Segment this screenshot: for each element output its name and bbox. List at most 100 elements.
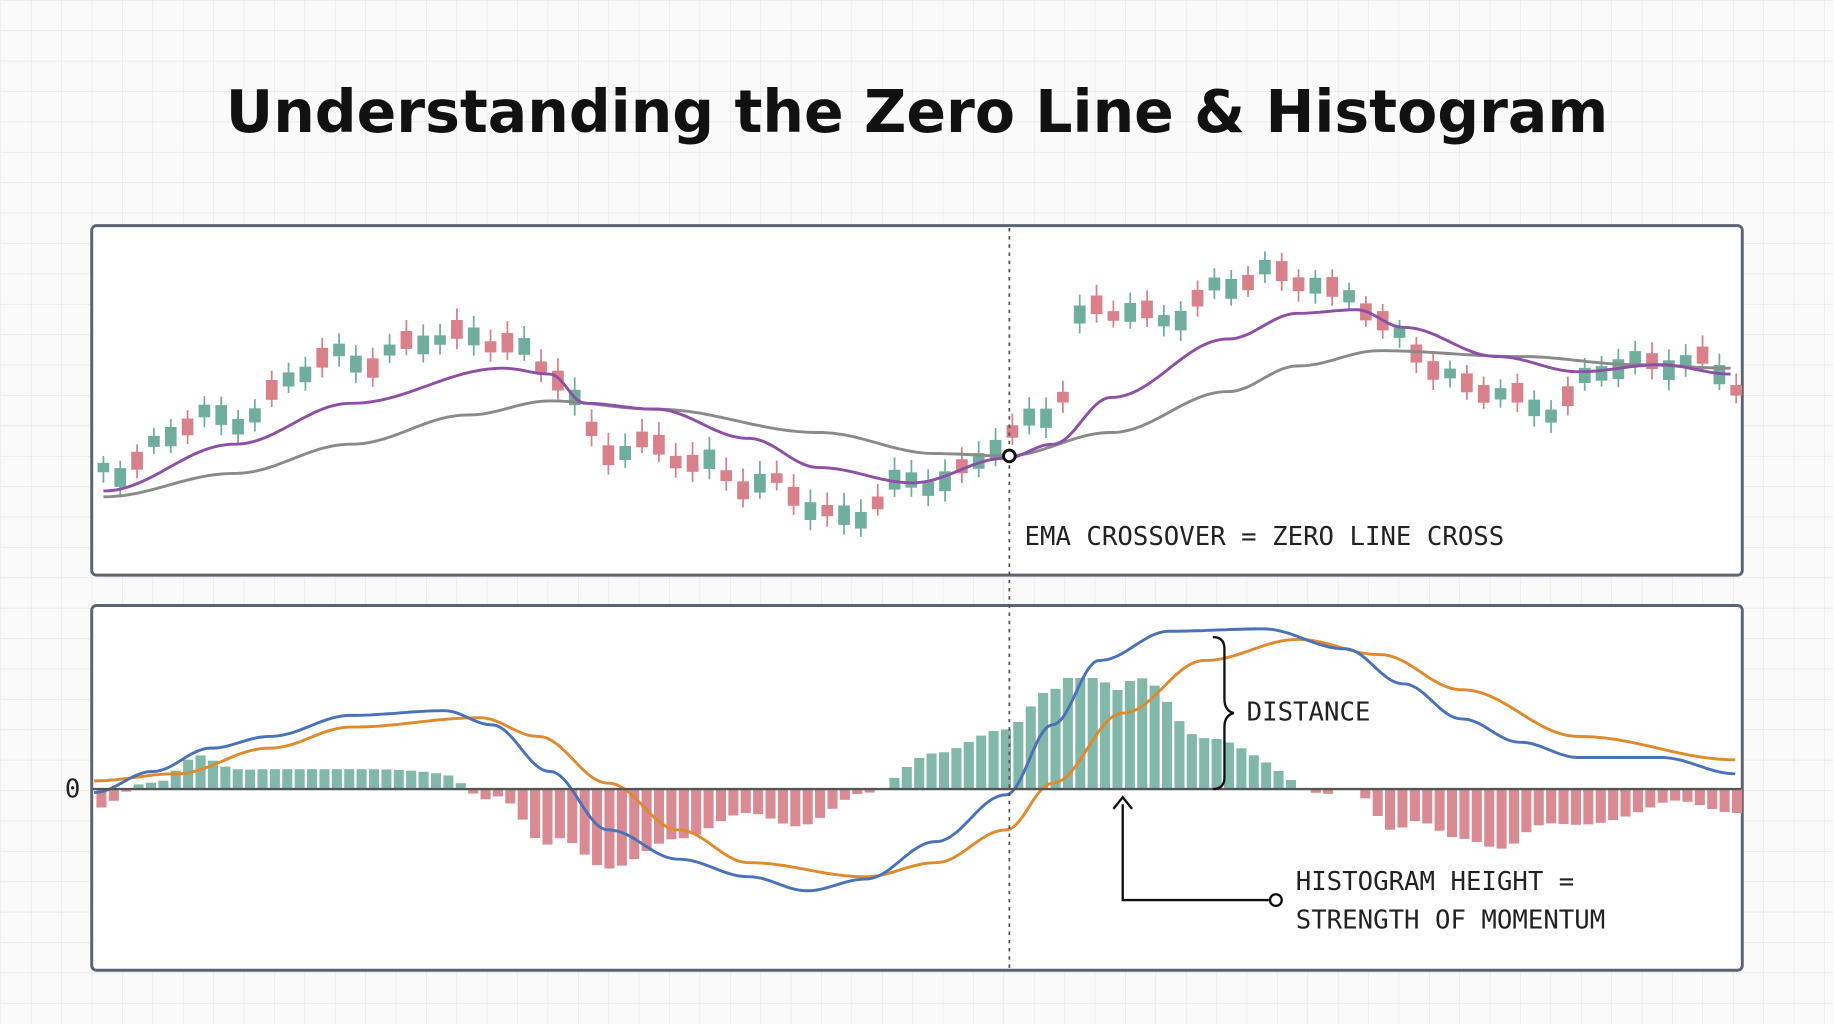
candle-body — [1696, 346, 1709, 364]
histogram-bar — [678, 789, 689, 839]
zero-label: 0 — [65, 775, 80, 805]
histogram-bar — [443, 775, 454, 790]
histogram-bar — [641, 789, 652, 851]
candle-body — [1629, 351, 1642, 365]
title: Understanding the Zero Line & Histogram — [226, 78, 1609, 146]
histogram-bar — [455, 783, 466, 790]
candle-body — [265, 379, 278, 400]
histogram-bar — [666, 789, 677, 840]
candle-body — [871, 496, 884, 510]
crossover-point — [1002, 448, 1017, 464]
histogram-bar — [1397, 789, 1408, 828]
histogram-bar — [1657, 789, 1668, 803]
histogram-bar — [406, 770, 417, 790]
arrow-head — [1112, 795, 1133, 810]
candle-body — [1427, 361, 1440, 380]
histogram-label: STRENGTH OF MOMENTUM — [1296, 906, 1606, 936]
histogram-bar — [1719, 789, 1730, 812]
histogram-bar — [864, 789, 875, 793]
histogram-bar — [1447, 789, 1458, 838]
histogram-bar — [1372, 789, 1383, 816]
candle-body — [333, 343, 345, 357]
price-panel — [90, 224, 1744, 577]
candle-body — [198, 404, 211, 418]
candle-body — [1562, 386, 1574, 407]
histogram-bar — [1707, 789, 1718, 809]
candle-body — [1174, 310, 1187, 331]
histogram-bar — [976, 735, 987, 790]
candle-body — [484, 341, 497, 353]
histogram-bar — [1731, 789, 1743, 813]
candle-body — [1326, 277, 1339, 297]
candle-body — [1309, 277, 1322, 294]
distance-label: DISTANCE — [1247, 698, 1371, 728]
histogram-bar — [1100, 682, 1111, 790]
macd-chart — [93, 627, 1743, 893]
histogram-bar — [1038, 692, 1049, 790]
candle-body — [770, 473, 783, 483]
histogram-bar — [294, 769, 305, 790]
candle-body — [1461, 373, 1473, 393]
candle-body — [383, 344, 396, 356]
histogram-bar — [988, 730, 999, 790]
histogram-bar — [170, 770, 181, 790]
histogram-bar — [1694, 789, 1705, 806]
candle-body — [164, 426, 177, 447]
histogram-pointer — [1121, 804, 1269, 902]
candle-body — [585, 421, 598, 437]
histogram-bar — [1508, 789, 1520, 844]
histogram-bar — [1608, 789, 1619, 821]
histogram-bar — [269, 769, 280, 790]
candle-body — [1646, 353, 1658, 370]
histogram-bar — [1521, 789, 1532, 833]
histogram-bar — [492, 789, 503, 797]
histogram-bar — [517, 789, 528, 820]
histogram-bar — [1174, 721, 1185, 790]
histogram-bar — [468, 789, 479, 794]
histogram-bar — [715, 789, 726, 822]
candle-body — [417, 335, 430, 355]
candle-body — [1545, 409, 1557, 423]
histogram-bar — [914, 757, 925, 790]
histogram-bar — [938, 752, 950, 790]
candle-body — [1275, 261, 1288, 282]
candle-body — [400, 331, 413, 349]
candle-body — [686, 454, 699, 472]
candle-body — [1225, 278, 1238, 299]
candle-body — [922, 481, 935, 496]
candle-body — [232, 418, 244, 435]
histogram-bar — [616, 789, 627, 866]
pointer-dot — [1268, 893, 1283, 908]
histogram-bar — [307, 769, 318, 790]
histogram-bar — [653, 789, 665, 844]
histogram-bar — [1236, 748, 1247, 790]
candle-body — [350, 355, 362, 373]
histogram-bar — [815, 789, 826, 818]
candle-body — [1730, 385, 1743, 396]
candle-body — [653, 434, 665, 455]
histogram-bar — [121, 789, 132, 792]
candle-body — [467, 327, 480, 346]
histogram-bar — [889, 777, 900, 790]
histogram-bar — [480, 789, 491, 800]
histogram-bar — [1112, 690, 1123, 790]
candle-body — [1023, 408, 1036, 426]
candle-body — [1595, 366, 1608, 381]
histogram-bar — [1533, 789, 1544, 826]
candle-body — [1410, 344, 1423, 363]
candle-body — [1090, 295, 1103, 315]
histogram-bar — [319, 769, 330, 790]
distance-brace — [1212, 635, 1235, 791]
candle-body — [1040, 408, 1052, 428]
histogram-bar — [1360, 789, 1371, 799]
histogram-bar — [1050, 688, 1061, 790]
histogram-bar — [728, 789, 739, 816]
candle-body — [131, 451, 143, 470]
histogram-bar — [183, 759, 194, 790]
candle-body — [181, 418, 194, 436]
candle-body — [114, 468, 127, 487]
histogram-bar — [195, 755, 206, 790]
histogram-bar — [344, 769, 355, 790]
candle-body — [1259, 259, 1271, 275]
